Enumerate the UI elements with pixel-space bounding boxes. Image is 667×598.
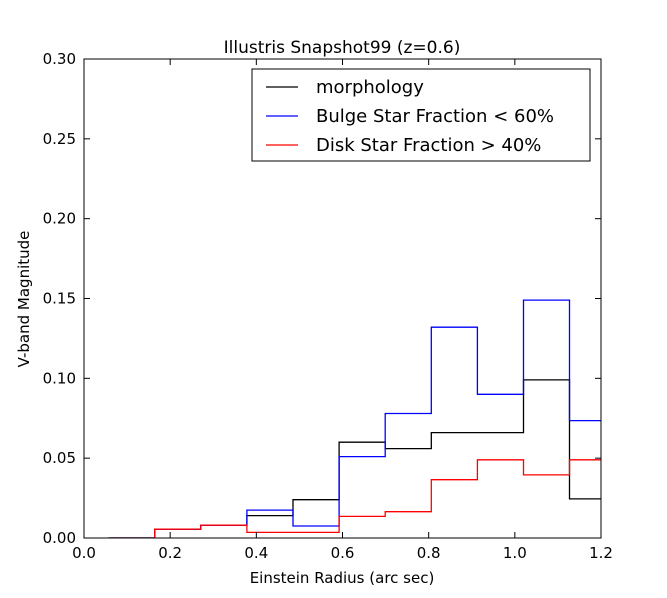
y-tick-label: 0.05	[43, 449, 76, 467]
legend-box	[251, 68, 591, 162]
y-axis-label: V-band Magnitude	[15, 231, 33, 368]
x-tick-label: 1.0	[503, 544, 527, 562]
y-tick-label: 0.20	[43, 210, 76, 228]
x-tick-label: 0.4	[244, 544, 268, 562]
x-tick-label: 1.2	[589, 544, 613, 562]
y-tick-label: 0.15	[43, 290, 76, 308]
legend-label-1: Bulge Star Fraction < 60%	[316, 106, 554, 127]
chart-title: Illustris Snapshot99 (z=0.6)	[224, 38, 461, 58]
x-tick-label: 0.0	[72, 544, 96, 562]
x-tick-label: 0.8	[417, 544, 441, 562]
y-tick-label: 0.25	[43, 130, 76, 148]
x-axis-label: Einstein Radius (arc sec)	[250, 569, 435, 587]
legend-label-0: morphology	[316, 77, 424, 98]
x-tick-label: 0.6	[331, 544, 355, 562]
legend-label-2: Disk Star Fraction > 40%	[316, 135, 541, 156]
x-tick-label: 0.2	[158, 544, 182, 562]
y-tick-label: 0.10	[43, 369, 76, 387]
y-tick-label: 0.00	[43, 529, 76, 547]
y-tick-label: 0.30	[43, 50, 76, 68]
series-line-2	[108, 459, 601, 538]
